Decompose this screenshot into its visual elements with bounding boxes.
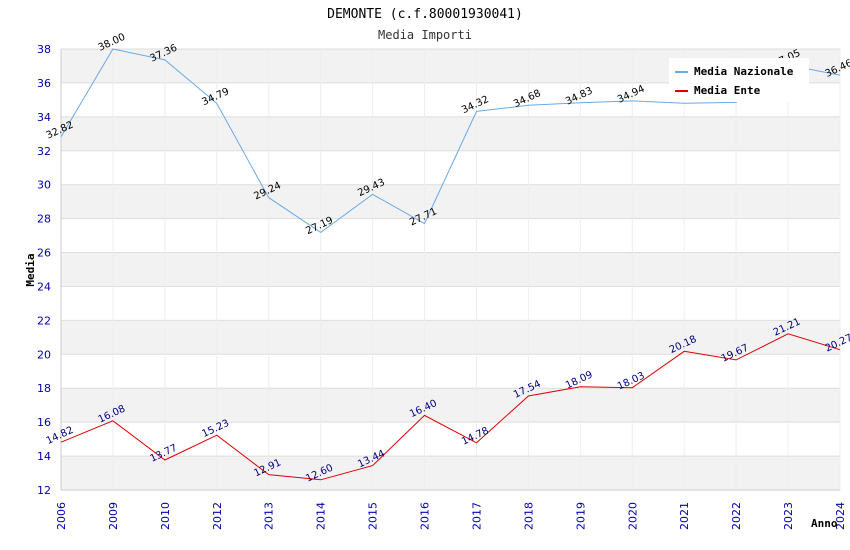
grid-band [61, 388, 840, 423]
x-tick-label: 2024 [834, 502, 847, 530]
x-tick-label: 2009 [107, 502, 120, 530]
y-tick-label: 24 [37, 280, 51, 293]
y-tick-label: 26 [37, 247, 51, 260]
y-tick-label: 14 [37, 450, 51, 463]
y-tick-label: 16 [37, 416, 51, 429]
y-tick-label: 22 [37, 314, 51, 327]
x-tick-label: 2013 [263, 502, 276, 530]
x-tick-label: 2019 [574, 502, 587, 530]
data-label-nazionale: 34.83 [564, 85, 595, 107]
x-tick-label: 2021 [678, 502, 691, 530]
grid-band [61, 252, 840, 287]
y-tick-labels: 12 14 16 18 20 22 24 26 28 30 32 34 36 38 [37, 43, 51, 497]
x-tick-label: 2014 [315, 502, 328, 530]
y-tick-label: 32 [37, 145, 51, 158]
x-tick-label: 2010 [159, 502, 172, 530]
series-lines [60, 48, 841, 481]
legend-label-nazionale: Media Nazionale [694, 65, 794, 78]
x-tick-label: 2022 [730, 502, 743, 530]
grid-band [61, 116, 840, 151]
chart-title: DEMONTE (c.f.80001930041) [327, 7, 523, 22]
x-tick-label: 2020 [626, 502, 639, 530]
y-tick-label: 38 [37, 43, 51, 56]
x-tick-label: 2023 [782, 502, 795, 530]
x-axis-label: Anno [811, 517, 838, 530]
y-tick-label: 20 [37, 348, 51, 361]
x-tick-labels: 2006 2009 2010 2012 2013 2014 2015 2016 2017 2018… [55, 502, 847, 530]
grid-band [61, 456, 840, 490]
y-tick-label: 18 [37, 382, 51, 395]
chart-subtitle: Media Importi [378, 28, 472, 42]
series-line-nazionale [60, 48, 841, 234]
legend: Media Nazionale Media Ente [669, 58, 809, 102]
series-line-ente [60, 333, 841, 481]
legend-box [669, 58, 809, 102]
data-label-nazionale: 34.94 [616, 84, 647, 106]
grid-band [61, 320, 840, 355]
x-tick-label: 2012 [211, 502, 224, 530]
grid-band [61, 184, 840, 219]
x-tick-label: 2016 [419, 502, 432, 530]
y-tick-label: 36 [37, 77, 51, 90]
x-tick-label: 2017 [470, 502, 483, 530]
y-tick-label: 34 [37, 111, 51, 124]
data-label-nazionale: 34.79 [200, 86, 231, 108]
y-tick-label: 30 [37, 179, 51, 192]
data-label-nazionale: 34.68 [512, 88, 543, 110]
legend-label-ente: Media Ente [694, 84, 761, 97]
data-label-ente: 14.78 [460, 426, 491, 448]
x-tick-label: 2018 [522, 502, 535, 530]
y-tick-label: 12 [37, 484, 51, 497]
y-tick-label: 28 [37, 213, 51, 226]
x-tick-label: 2015 [367, 502, 380, 530]
x-tick-label: 2006 [55, 502, 68, 530]
grid-bands [61, 49, 840, 490]
y-axis-label: Media [24, 253, 37, 286]
